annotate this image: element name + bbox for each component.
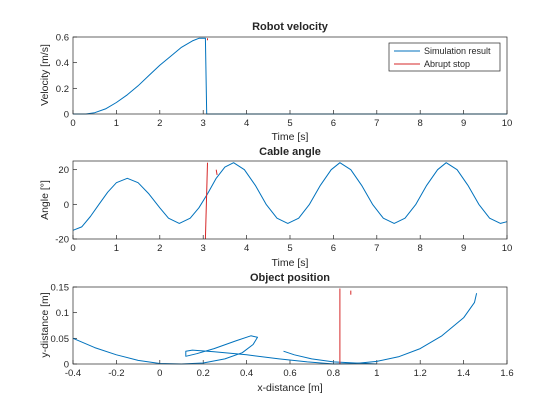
- ytick-label-cable-angle: 0: [64, 200, 69, 211]
- xtick-label-object-position: 1.4: [457, 368, 470, 379]
- ytick-label-cable-angle: -20: [55, 235, 69, 246]
- xtick-label-object-position: 0.8: [327, 368, 340, 379]
- ylabel-object-position: y-distance [m]: [39, 292, 51, 357]
- xtick-label-cable-angle: 5: [287, 243, 292, 254]
- xlabel-robot-velocity: Time [s]: [272, 131, 309, 143]
- plot-area-object-position: [72, 286, 508, 365]
- series-simulation-line-object-position: [283, 350, 377, 365]
- panel-object-position: Object position -0.4 -0.2 0 0.2 0.4 0.6 0.8 1 1.…: [39, 272, 514, 394]
- series-simulation-line-object-position: [72, 293, 478, 365]
- xtick-label-cable-angle: 4: [244, 243, 249, 254]
- xtick-label-object-position: 0.4: [240, 368, 253, 379]
- series-simulation-line-cable-angle: [72, 162, 508, 231]
- ytick-label-object-position: 0.05: [51, 334, 70, 345]
- xtick-label-robot-velocity: 9: [461, 118, 466, 129]
- xtick-label-robot-velocity: 0: [70, 118, 75, 129]
- plot-area-robot-velocity: [72, 36, 508, 115]
- ytick-label-robot-velocity: 0: [64, 110, 69, 121]
- legend: Simulation result Abrupt stop: [388, 42, 501, 72]
- ytick-label-object-position: 0.15: [51, 283, 70, 294]
- xtick-label-cable-angle: 6: [331, 243, 336, 254]
- xlabel-cable-angle: Time [s]: [272, 257, 309, 269]
- series-stop-line-cable-angle: [204, 162, 208, 240]
- title-object-position: Object position: [250, 272, 330, 284]
- ytick-label-robot-velocity: 0.2: [56, 84, 69, 95]
- xtick-label-object-position: 1.6: [500, 368, 513, 379]
- title-cable-angle: Cable angle: [259, 146, 321, 158]
- xtick-label-object-position: 0.2: [197, 368, 210, 379]
- xtick-label-robot-velocity: 6: [331, 118, 336, 129]
- legend-box: [388, 42, 501, 72]
- xtick-label-robot-velocity: 10: [502, 118, 513, 129]
- ytick-label-cable-angle: 20: [58, 165, 69, 176]
- xtick-label-cable-angle: 8: [418, 243, 423, 254]
- xtick-label-cable-angle: 0: [70, 243, 75, 254]
- xtick-label-object-position: -0.4: [65, 368, 81, 379]
- panel-robot-velocity: Robot velocity 0 1 2 3 4 5 6 7 8 9 10 0 0.2 0.4 0.6 Ti…: [39, 21, 512, 143]
- plot-area-cable-angle: [72, 160, 508, 240]
- ytick-label-robot-velocity: 0.6: [56, 33, 69, 44]
- xtick-label-robot-velocity: 2: [157, 118, 162, 129]
- title-robot-velocity: Robot velocity: [252, 21, 329, 33]
- legend-label-stop: Abrupt stop: [424, 59, 470, 69]
- ytick-label-robot-velocity: 0.4: [56, 58, 69, 69]
- xtick-label-cable-angle: 1: [114, 243, 119, 254]
- xtick-label-robot-velocity: 4: [244, 118, 249, 129]
- xtick-label-cable-angle: 3: [201, 243, 206, 254]
- ytick-label-object-position: 0: [64, 360, 69, 371]
- series-simulation-line-robot-velocity: [73, 37, 507, 115]
- xtick-label-robot-velocity: 7: [374, 118, 379, 129]
- xtick-label-robot-velocity: 3: [201, 118, 206, 129]
- lines-object-position: [72, 288, 478, 365]
- ticks-object-position: -0.4 -0.2 0 0.2 0.4 0.6 0.8 1 1.2 1.4 1.6 0 0.05 0.1 0…: [51, 283, 514, 380]
- xtick-label-robot-velocity: 1: [114, 118, 119, 129]
- lines-cable-angle: [72, 162, 508, 240]
- xtick-label-cable-angle: 9: [461, 243, 466, 254]
- xtick-label-object-position: 0: [157, 368, 162, 379]
- xlabel-object-position: x-distance [m]: [257, 382, 322, 394]
- xtick-label-object-position: 0.6: [283, 368, 296, 379]
- xtick-label-cable-angle: 10: [502, 243, 513, 254]
- xtick-label-object-position: -0.2: [108, 368, 124, 379]
- xtick-label-robot-velocity: 8: [418, 118, 423, 129]
- xtick-label-cable-angle: 2: [157, 243, 162, 254]
- series-stop-line-cable-angle: [215, 169, 218, 175]
- legend-label-simulation: Simulation result: [424, 46, 491, 56]
- xtick-label-object-position: 1.2: [414, 368, 427, 379]
- xtick-label-cable-angle: 7: [374, 243, 379, 254]
- lines-robot-velocity: [73, 37, 507, 115]
- xtick-label-object-position: 1: [374, 368, 379, 379]
- ylabel-robot-velocity: Velocity [m/s]: [39, 44, 51, 106]
- ytick-label-object-position: 0.1: [56, 308, 69, 319]
- ticks-robot-velocity: 0 1 2 3 4 5 6 7 8 9 10 0 0.2 0.4 0.6: [56, 33, 513, 130]
- ylabel-cable-angle: Angle [°]: [39, 180, 51, 220]
- xtick-label-robot-velocity: 5: [287, 118, 292, 129]
